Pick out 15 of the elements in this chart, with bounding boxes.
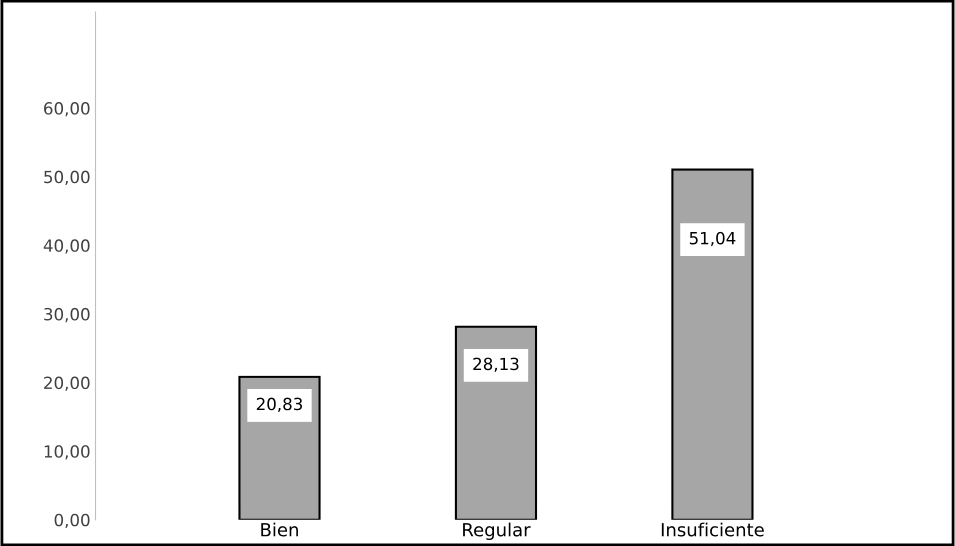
x-tick-label: Insuficiente [662, 522, 764, 537]
data-label: 51,04 [690, 232, 736, 246]
y-tick-label: 50,00 [44, 170, 90, 185]
data-label: 28,13 [473, 358, 518, 372]
y-tick-label: 30,00 [44, 308, 90, 322]
y-tick-label: 40,00 [44, 239, 90, 254]
bar [454, 326, 538, 520]
y-tick-label: 60,00 [44, 102, 90, 116]
bar [671, 168, 754, 520]
x-tick-label: Regular [463, 522, 531, 540]
x-tick-label: Bien [261, 522, 298, 537]
data-label: 20,83 [256, 398, 302, 412]
y-tick-label: 0,00 [54, 514, 90, 528]
y-tick-label: 20,00 [44, 376, 90, 391]
y-tick-label: 10,00 [44, 445, 90, 460]
